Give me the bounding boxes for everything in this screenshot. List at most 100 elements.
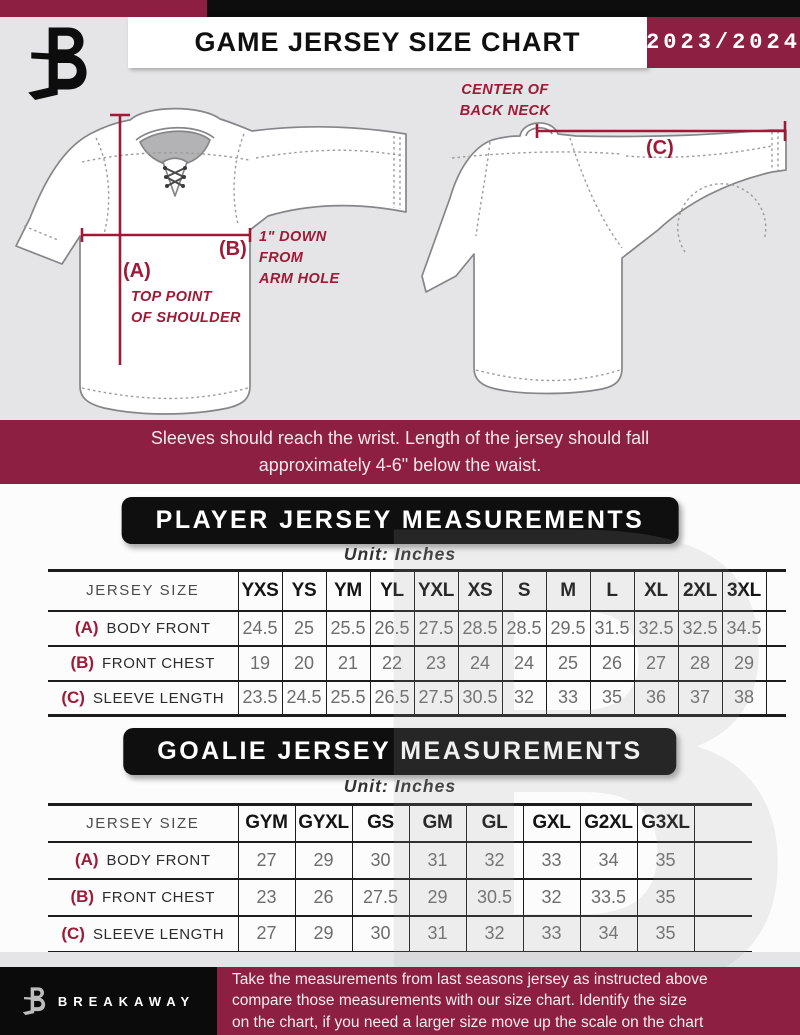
value-cell: 28.5: [457, 610, 502, 647]
value-cell: 26: [294, 878, 352, 917]
row-tail-cell: [693, 878, 752, 917]
value-cell: 19: [237, 645, 282, 682]
value-cell: 34: [579, 841, 637, 880]
brand-name: BREAKAWAY: [57, 993, 196, 1009]
value-cell: 35: [636, 841, 694, 880]
measurement-row: (C) SLEEVE LENGTH 27 29 30 31 32 33 34 35: [48, 915, 752, 954]
value-cell: 29: [294, 841, 352, 880]
goalie-section-title: GOALIE JERSEY MEASUREMENTS: [157, 737, 643, 765]
value-cell: 33: [522, 915, 580, 954]
measurement-row: (B) FRONT CHEST 19 20 21 22 23 24 24 25 26 27 28 29: [48, 645, 786, 682]
value-cell: 25.5: [325, 680, 370, 717]
size-header-cell: S: [501, 569, 546, 612]
size-header-cell: L: [589, 569, 634, 612]
goalie-section-header: GOALIE JERSEY MEASUREMENTS: [123, 728, 677, 775]
goalie-size-table: JERSEY SIZE GYM GYXL GS GM GL GXL G2XL G3XL (A) BO…: [48, 803, 752, 954]
footer-note-block: Take the measurements from last seasons …: [217, 967, 800, 1035]
title-band: GAME JERSEY SIZE CHART: [128, 17, 647, 68]
value-cell: 32: [465, 915, 523, 954]
value-cell: 32: [522, 878, 580, 917]
size-header-cell: 2XL: [677, 569, 722, 612]
value-cell: 24.5: [237, 610, 282, 647]
value-cell: 25.5: [325, 610, 370, 647]
value-cell: 32: [465, 841, 523, 880]
size-header-cell: GXL: [522, 803, 580, 843]
measurement-row: (B) FRONT CHEST 23 26 27.5 29 30.5 32 33.5 35: [48, 878, 752, 917]
measure-a-key: (A): [123, 260, 151, 282]
value-cell: 23: [413, 645, 458, 682]
value-cell: 35: [636, 878, 694, 917]
player-section-title: PLAYER JERSEY MEASUREMENTS: [155, 506, 645, 534]
value-cell: 28: [677, 645, 722, 682]
table-header-row: JERSEY SIZE YXS YS YM YL YXL XS S M L XL 2XL 3XL: [48, 569, 786, 612]
value-cell: 38: [721, 680, 766, 717]
value-cell: 34.5: [721, 610, 766, 647]
size-header-cell: G3XL: [636, 803, 694, 843]
value-cell: 25: [281, 610, 326, 647]
page-title: GAME JERSEY SIZE CHART: [194, 27, 581, 57]
row-label: (C) SLEEVE LENGTH: [48, 680, 238, 717]
table-corner-label: JERSEY SIZE: [48, 803, 238, 843]
size-header-cell: GL: [465, 803, 523, 843]
size-header-cell: GYXL: [294, 803, 352, 843]
measurement-row: (A) BODY FRONT 27 29 30 31 32 33 34 35: [48, 841, 752, 880]
size-header-cell: GM: [408, 803, 466, 843]
footer-gray-strip: [0, 952, 800, 967]
value-cell: 37: [677, 680, 722, 717]
table-tail-cell: [765, 569, 786, 612]
player-size-table: JERSEY SIZE YXS YS YM YL YXL XS S M L XL 2XL 3XL (A) B…: [48, 569, 786, 717]
value-cell: 32.5: [633, 610, 678, 647]
value-cell: 32.5: [677, 610, 722, 647]
row-label: (C) SLEEVE LENGTH: [48, 915, 238, 954]
value-cell: 30.5: [457, 680, 502, 717]
value-cell: 29: [408, 878, 466, 917]
footer-note-text: Take the measurements from last seasons …: [232, 970, 708, 1031]
value-cell: 26.5: [369, 610, 414, 647]
value-cell: 26: [589, 645, 634, 682]
value-cell: 31: [408, 841, 466, 880]
value-cell: 24.5: [281, 680, 326, 717]
fit-note-text: Sleeves should reach the wrist. Length o…: [150, 428, 650, 475]
jersey-back-diagram: [421, 121, 787, 395]
size-header-cell: M: [545, 569, 590, 612]
value-cell: 30: [351, 841, 409, 880]
size-header-cell: GS: [351, 803, 409, 843]
value-cell: 27.5: [351, 878, 409, 917]
measure-a-desc: TOP POINT OF SHOULDER: [131, 289, 241, 327]
jersey-front-diagram: [15, 107, 407, 415]
row-tail-cell: [765, 645, 786, 682]
value-cell: 23.5: [237, 680, 282, 717]
value-cell: 30: [351, 915, 409, 954]
value-cell: 30.5: [465, 878, 523, 917]
size-header-cell: XL: [633, 569, 678, 612]
value-cell: 28.5: [501, 610, 546, 647]
size-header-cell: G2XL: [579, 803, 637, 843]
value-cell: 31.5: [589, 610, 634, 647]
value-cell: 29.5: [545, 610, 590, 647]
row-tail-cell: [693, 841, 752, 880]
fit-note-banner: Sleeves should reach the wrist. Length o…: [0, 420, 800, 484]
footer-brand-block: BREAKAWAY: [0, 967, 217, 1035]
size-header-cell: YXS: [237, 569, 282, 612]
value-cell: 25: [545, 645, 590, 682]
value-cell: 27: [237, 841, 295, 880]
table-header-row: JERSEY SIZE GYM GYXL GS GM GL GXL G2XL G3XL: [48, 803, 752, 843]
top-strip-maroon: [0, 0, 207, 17]
player-section-header: PLAYER JERSEY MEASUREMENTS: [121, 497, 679, 544]
size-header-cell: GYM: [237, 803, 295, 843]
value-cell: 27.5: [413, 610, 458, 647]
value-cell: 24: [501, 645, 546, 682]
value-cell: 24: [457, 645, 502, 682]
value-cell: 21: [325, 645, 370, 682]
size-header-cell: YM: [325, 569, 370, 612]
table-corner-label: JERSEY SIZE: [48, 569, 238, 612]
value-cell: 26.5: [369, 680, 414, 717]
size-header-cell: YL: [369, 569, 414, 612]
size-header-cell: YXL: [413, 569, 458, 612]
measure-b-desc: 1" DOWN FROM ARM HOLE: [259, 229, 340, 288]
row-tail-cell: [765, 610, 786, 647]
value-cell: 35: [636, 915, 694, 954]
value-cell: 23: [237, 878, 295, 917]
size-header-cell: XS: [457, 569, 502, 612]
